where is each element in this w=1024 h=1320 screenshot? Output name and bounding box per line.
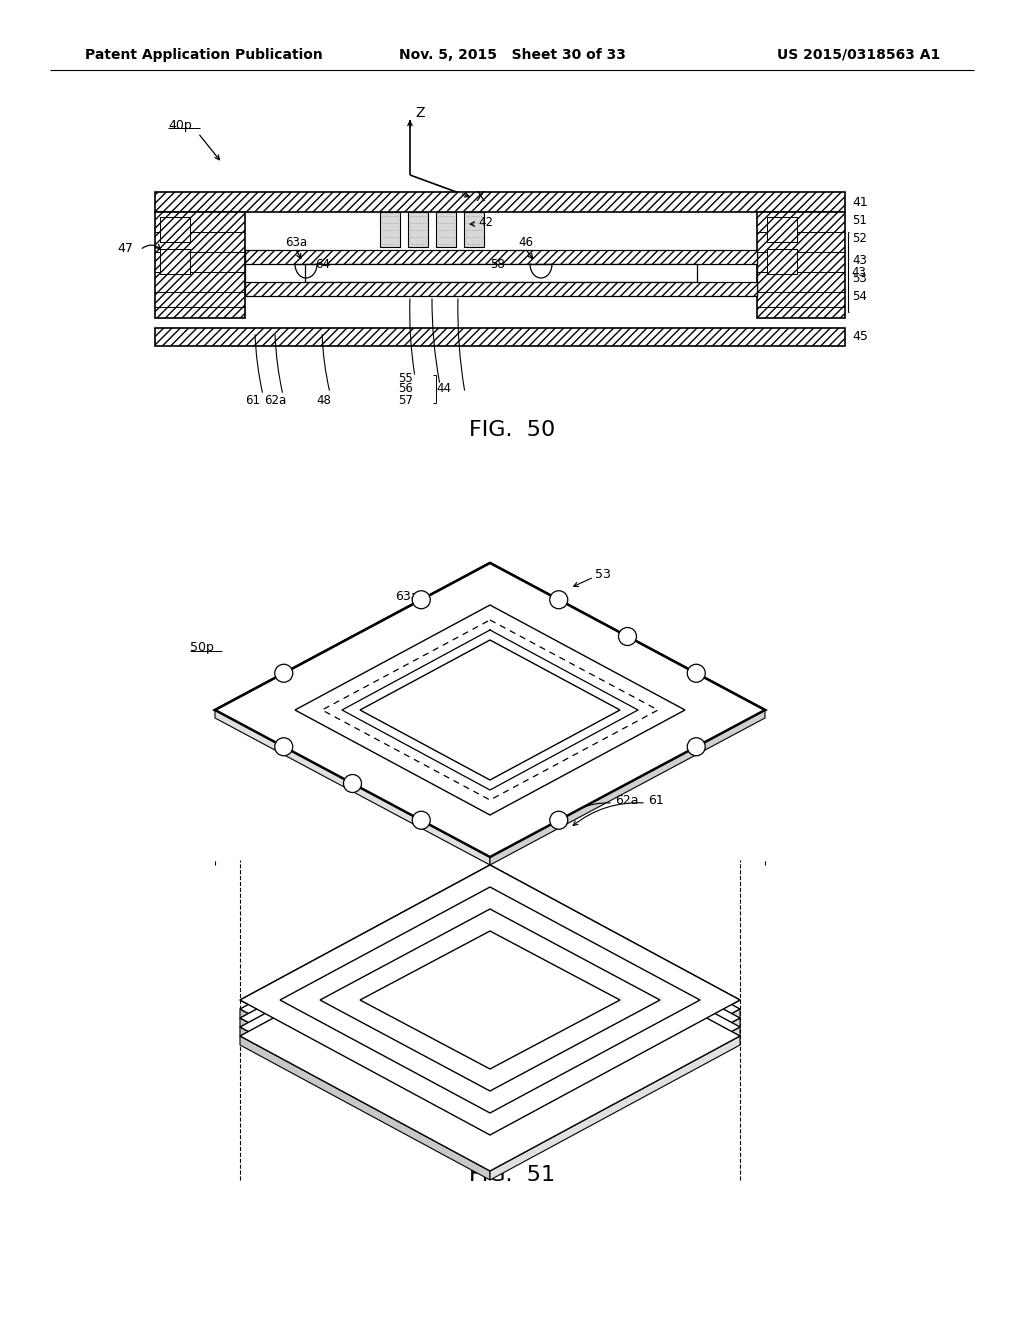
Polygon shape	[360, 931, 620, 1069]
Circle shape	[687, 664, 706, 682]
Text: 62a: 62a	[615, 793, 639, 807]
Bar	[767, 249, 797, 275]
Text: 58: 58	[459, 698, 475, 711]
Polygon shape	[490, 1027, 740, 1171]
Polygon shape	[240, 865, 740, 1135]
Bar	[155, 213, 245, 318]
Bar	[767, 216, 797, 242]
Circle shape	[687, 738, 706, 756]
Text: 44: 44	[660, 1057, 675, 1071]
Text: 41: 41	[852, 195, 867, 209]
Text: 55: 55	[625, 1052, 640, 1064]
Polygon shape	[240, 892, 740, 1162]
Circle shape	[413, 591, 430, 609]
Bar	[160, 216, 190, 242]
Polygon shape	[215, 564, 765, 857]
Circle shape	[274, 664, 293, 682]
Text: 45: 45	[852, 330, 868, 343]
Bar	[408, 213, 428, 247]
Text: 62a: 62a	[264, 393, 287, 407]
Text: 64: 64	[315, 257, 330, 271]
Text: 63a: 63a	[395, 590, 419, 603]
Text: Nov. 5, 2015   Sheet 30 of 33: Nov. 5, 2015 Sheet 30 of 33	[398, 48, 626, 62]
Polygon shape	[360, 640, 620, 780]
Polygon shape	[240, 883, 740, 1152]
Polygon shape	[240, 1036, 490, 1180]
Text: US 2015/0318563 A1: US 2015/0318563 A1	[777, 48, 940, 62]
Bar	[155, 191, 845, 213]
Text: 58: 58	[490, 257, 505, 271]
Text: 56: 56	[625, 1064, 640, 1077]
Text: Z: Z	[415, 106, 425, 120]
Text: 53: 53	[852, 272, 866, 285]
Polygon shape	[490, 710, 765, 865]
Text: 42: 42	[478, 215, 493, 228]
Text: FIG.  51: FIG. 51	[469, 1166, 555, 1185]
Polygon shape	[240, 874, 740, 1144]
Polygon shape	[240, 1018, 490, 1162]
Bar	[245, 249, 757, 264]
Bar	[160, 216, 190, 242]
Polygon shape	[240, 865, 740, 1135]
Text: X: X	[476, 190, 485, 205]
Bar	[436, 213, 456, 247]
Bar	[160, 249, 190, 275]
Text: 53: 53	[595, 569, 611, 582]
Polygon shape	[215, 564, 765, 857]
Text: 55: 55	[398, 371, 413, 384]
Polygon shape	[280, 887, 700, 1113]
Text: 40p: 40p	[168, 119, 191, 132]
Text: 48: 48	[316, 393, 331, 407]
Text: 44: 44	[436, 383, 451, 396]
Text: 52: 52	[852, 232, 867, 246]
Polygon shape	[295, 605, 685, 814]
Text: 63a: 63a	[285, 235, 307, 248]
Text: 46: 46	[518, 235, 534, 248]
Text: 61: 61	[648, 793, 664, 807]
Polygon shape	[319, 909, 660, 1092]
Text: 43: 43	[852, 253, 867, 267]
Text: 43: 43	[851, 265, 866, 279]
Text: 56: 56	[398, 383, 413, 396]
Text: 57: 57	[625, 1076, 640, 1089]
Circle shape	[618, 627, 637, 645]
Bar	[160, 249, 190, 275]
Circle shape	[550, 591, 567, 609]
Text: Patent Application Publication: Patent Application Publication	[85, 48, 323, 62]
Bar	[767, 216, 797, 242]
Polygon shape	[240, 1027, 490, 1171]
Circle shape	[343, 775, 361, 792]
Bar	[245, 282, 757, 296]
Text: 57: 57	[398, 393, 413, 407]
Bar	[757, 213, 845, 318]
Circle shape	[274, 738, 293, 756]
Text: 54: 54	[852, 289, 867, 302]
Bar	[464, 213, 484, 247]
Text: 51: 51	[852, 214, 867, 227]
Polygon shape	[240, 1008, 490, 1152]
Polygon shape	[215, 710, 490, 865]
Text: 50p: 50p	[190, 642, 214, 655]
Bar	[380, 213, 400, 247]
Circle shape	[550, 812, 567, 829]
Text: FIG.  50: FIG. 50	[469, 420, 555, 440]
Circle shape	[413, 812, 430, 829]
Bar	[767, 249, 797, 275]
Text: 64: 64	[488, 672, 504, 685]
Polygon shape	[490, 1008, 740, 1152]
Text: 61: 61	[245, 393, 260, 407]
Polygon shape	[490, 1018, 740, 1162]
Text: 47: 47	[117, 242, 133, 255]
Bar	[305, 264, 697, 282]
Polygon shape	[490, 1036, 740, 1180]
Bar	[155, 327, 845, 346]
Polygon shape	[240, 902, 740, 1171]
